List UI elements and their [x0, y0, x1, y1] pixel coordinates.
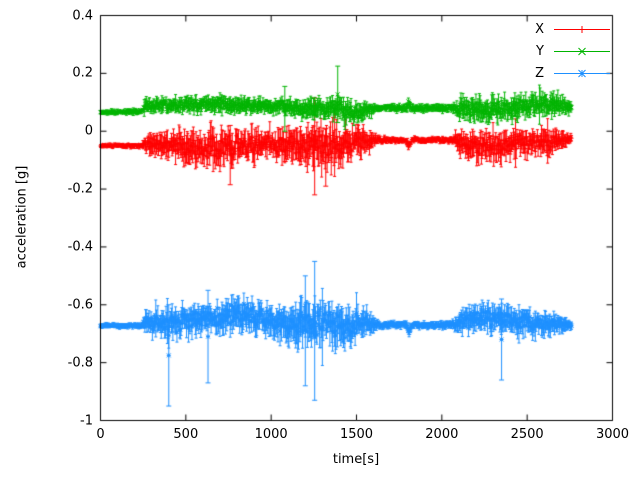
legend-item-z: Z — [535, 66, 610, 81]
y-tick-label: -1 — [80, 413, 93, 428]
legend-marker-star-icon — [554, 69, 610, 78]
legend-label: Z — [535, 66, 544, 81]
legend-item-y: Y — [535, 44, 610, 59]
y-tick-label: 0.4 — [72, 8, 93, 23]
x-tick-label: 2500 — [510, 427, 544, 442]
y-tick-label: 0 — [84, 123, 93, 139]
x-axis-title: time[s] — [332, 452, 380, 467]
x-tick-label: 3000 — [595, 427, 630, 442]
y-tick-label: -0.2 — [67, 181, 93, 197]
x-tick-label: 1500 — [339, 427, 374, 442]
x-tick-label: 0 — [96, 427, 105, 442]
legend-marker-cross-icon — [554, 47, 610, 56]
legend-label: X — [535, 22, 544, 37]
legend-marker-plus-icon — [554, 26, 610, 33]
y-tick-label: -0.8 — [67, 355, 93, 371]
x-tick-label: 1000 — [254, 427, 288, 442]
x-tick-label: 500 — [173, 427, 199, 442]
y-axis-title: acceleration [g] — [14, 165, 30, 269]
x-tick-label: 2000 — [425, 427, 459, 442]
y-tick-label: -0.6 — [67, 297, 93, 313]
y-tick-label: 0.2 — [72, 65, 93, 81]
legend-label: Y — [536, 44, 544, 59]
legend-item-x: X — [535, 22, 610, 37]
y-tick-label: -0.4 — [67, 239, 93, 255]
